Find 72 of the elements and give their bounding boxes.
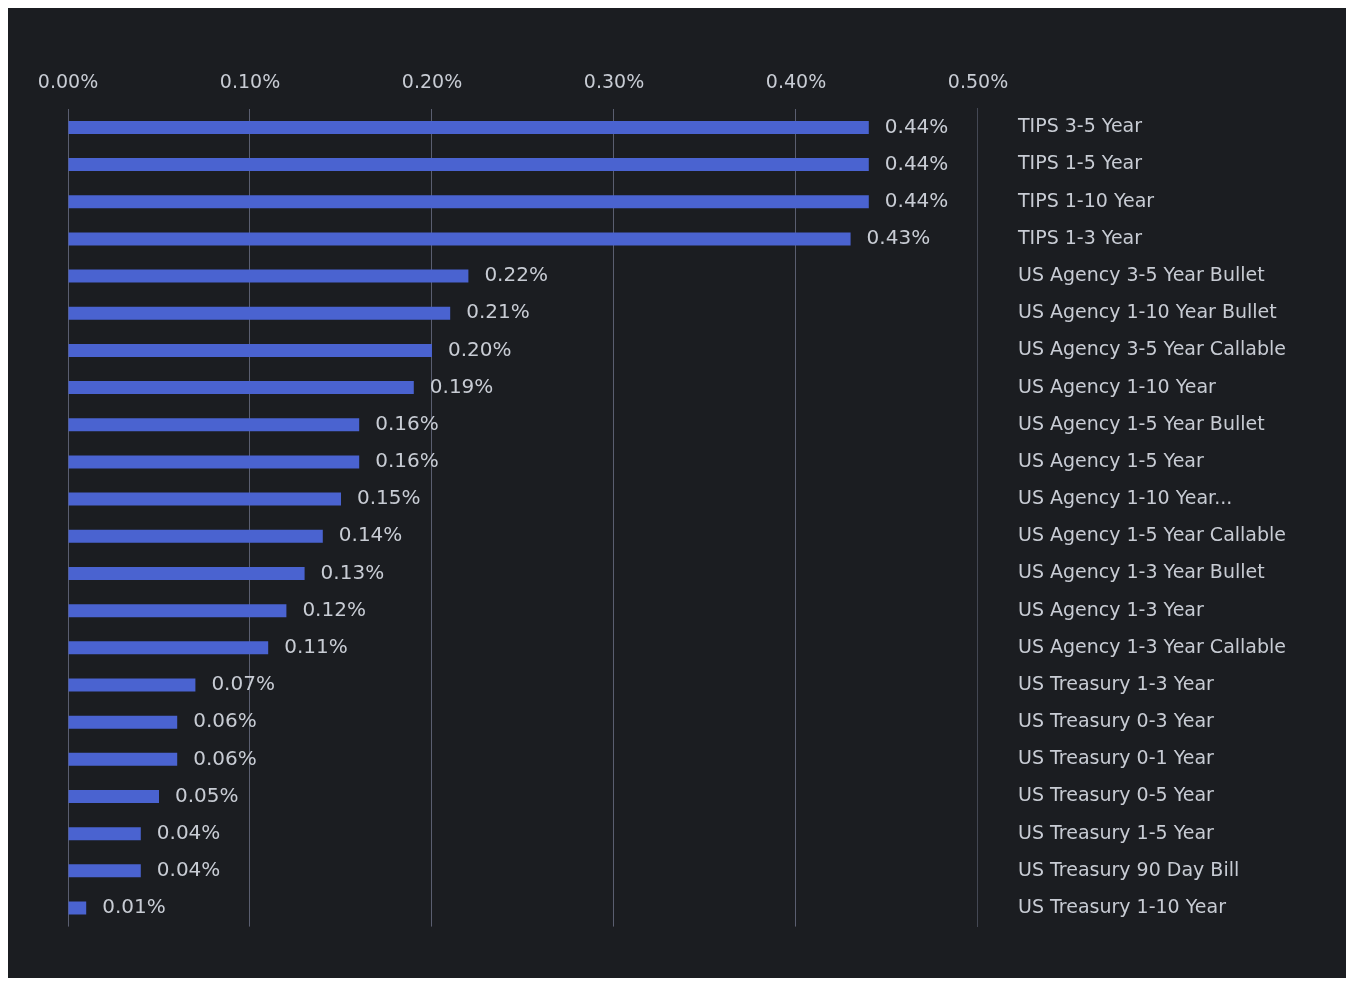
y-tick-label: US Agency 1-3 Year Bullet bbox=[1018, 560, 1265, 583]
y-tick-label: TIPS 1-10 Year bbox=[1017, 188, 1155, 211]
data-label: 0.06% bbox=[193, 708, 257, 733]
data-label: 0.04% bbox=[156, 819, 221, 844]
y-tick-label: US Agency 1-3 Year bbox=[1018, 597, 1205, 620]
y-tick-label: US Agency 1-5 Year Callable bbox=[1018, 523, 1287, 546]
y-tick-label: US Treasury 1-10 Year bbox=[1018, 894, 1227, 917]
data-label: 0.13% bbox=[320, 559, 385, 584]
x-tick-label: 0.40% bbox=[765, 70, 827, 93]
data-label: 0.20% bbox=[448, 336, 512, 361]
data-label: 0.04% bbox=[156, 857, 221, 882]
y-tick-label: TIPS 1-5 Year bbox=[1017, 151, 1143, 174]
bar bbox=[68, 566, 305, 580]
x-tick-label: 0.10% bbox=[219, 70, 281, 93]
y-tick-label: US Agency 3-5 Year Bullet bbox=[1018, 263, 1265, 286]
data-label: 0.21% bbox=[466, 299, 530, 324]
data-label: 0.05% bbox=[175, 782, 239, 807]
y-tick-label: US Agency 1-5 Year bbox=[1018, 448, 1205, 471]
bar bbox=[68, 604, 287, 618]
y-tick-label: US Treasury 1-5 Year bbox=[1018, 820, 1215, 843]
y-tick-label: US Agency 1-10 Year bbox=[1018, 374, 1217, 397]
bar bbox=[68, 381, 414, 395]
bar bbox=[68, 492, 341, 506]
y-tick-label: US Treasury 0-1 Year bbox=[1018, 746, 1215, 769]
bar bbox=[68, 529, 323, 543]
y-tick-label: US Treasury 90 Day Bill bbox=[1018, 857, 1240, 880]
data-label: 0.16% bbox=[375, 448, 439, 473]
y-tick-label: US Agency 3-5 Year Callable bbox=[1018, 337, 1287, 360]
data-label: 0.01% bbox=[102, 894, 166, 919]
y-tick-label: US Treasury 0-5 Year bbox=[1018, 783, 1215, 806]
bar bbox=[68, 158, 869, 172]
y-tick-label: US Treasury 0-3 Year bbox=[1018, 709, 1215, 732]
data-label: 0.44% bbox=[884, 150, 949, 175]
bar bbox=[68, 269, 469, 283]
bar bbox=[68, 343, 432, 357]
y-tick-label: TIPS 3-5 Year bbox=[1017, 114, 1143, 137]
y-tick-label: US Agency 1-5 Year Bullet bbox=[1018, 411, 1265, 434]
bar bbox=[68, 232, 851, 246]
data-label: 0.44% bbox=[884, 187, 949, 212]
data-label: 0.15% bbox=[357, 485, 421, 510]
y-tick-label: US Treasury 1-3 Year bbox=[1018, 671, 1215, 694]
y-tick-label: US Agency 1-10 Year Bullet bbox=[1018, 300, 1277, 323]
x-tick-label: 0.00% bbox=[37, 70, 99, 93]
data-label: 0.43% bbox=[866, 225, 931, 250]
data-label: 0.19% bbox=[429, 373, 494, 398]
data-label: 0.44% bbox=[884, 113, 949, 138]
data-label: 0.07% bbox=[211, 671, 275, 696]
bar bbox=[68, 306, 451, 320]
x-tick-label: 0.30% bbox=[583, 70, 645, 93]
bar bbox=[68, 864, 141, 878]
y-tick-label: TIPS 1-3 Year bbox=[1017, 225, 1143, 248]
bar bbox=[68, 678, 196, 692]
bar bbox=[68, 827, 141, 841]
bar bbox=[68, 455, 360, 469]
x-tick-label: 0.20% bbox=[401, 70, 463, 93]
bar bbox=[68, 789, 159, 803]
bar bbox=[68, 120, 869, 134]
bar bbox=[68, 752, 178, 766]
data-label: 0.16% bbox=[375, 410, 439, 435]
data-label: 0.14% bbox=[338, 522, 403, 547]
bar bbox=[68, 418, 360, 432]
bar bbox=[68, 901, 87, 915]
y-tick-label: US Agency 1-3 Year Callable bbox=[1018, 634, 1287, 657]
x-tick-label: 0.50% bbox=[947, 70, 1009, 93]
data-label: 0.12% bbox=[302, 596, 366, 621]
data-label: 0.11% bbox=[284, 634, 348, 659]
bar bbox=[68, 641, 269, 655]
bar bbox=[68, 195, 869, 209]
bar bbox=[68, 715, 178, 729]
data-label: 0.06% bbox=[193, 745, 257, 770]
data-label: 0.22% bbox=[484, 262, 548, 287]
y-tick-label: US Agency 1-10 Year... bbox=[1018, 486, 1233, 509]
